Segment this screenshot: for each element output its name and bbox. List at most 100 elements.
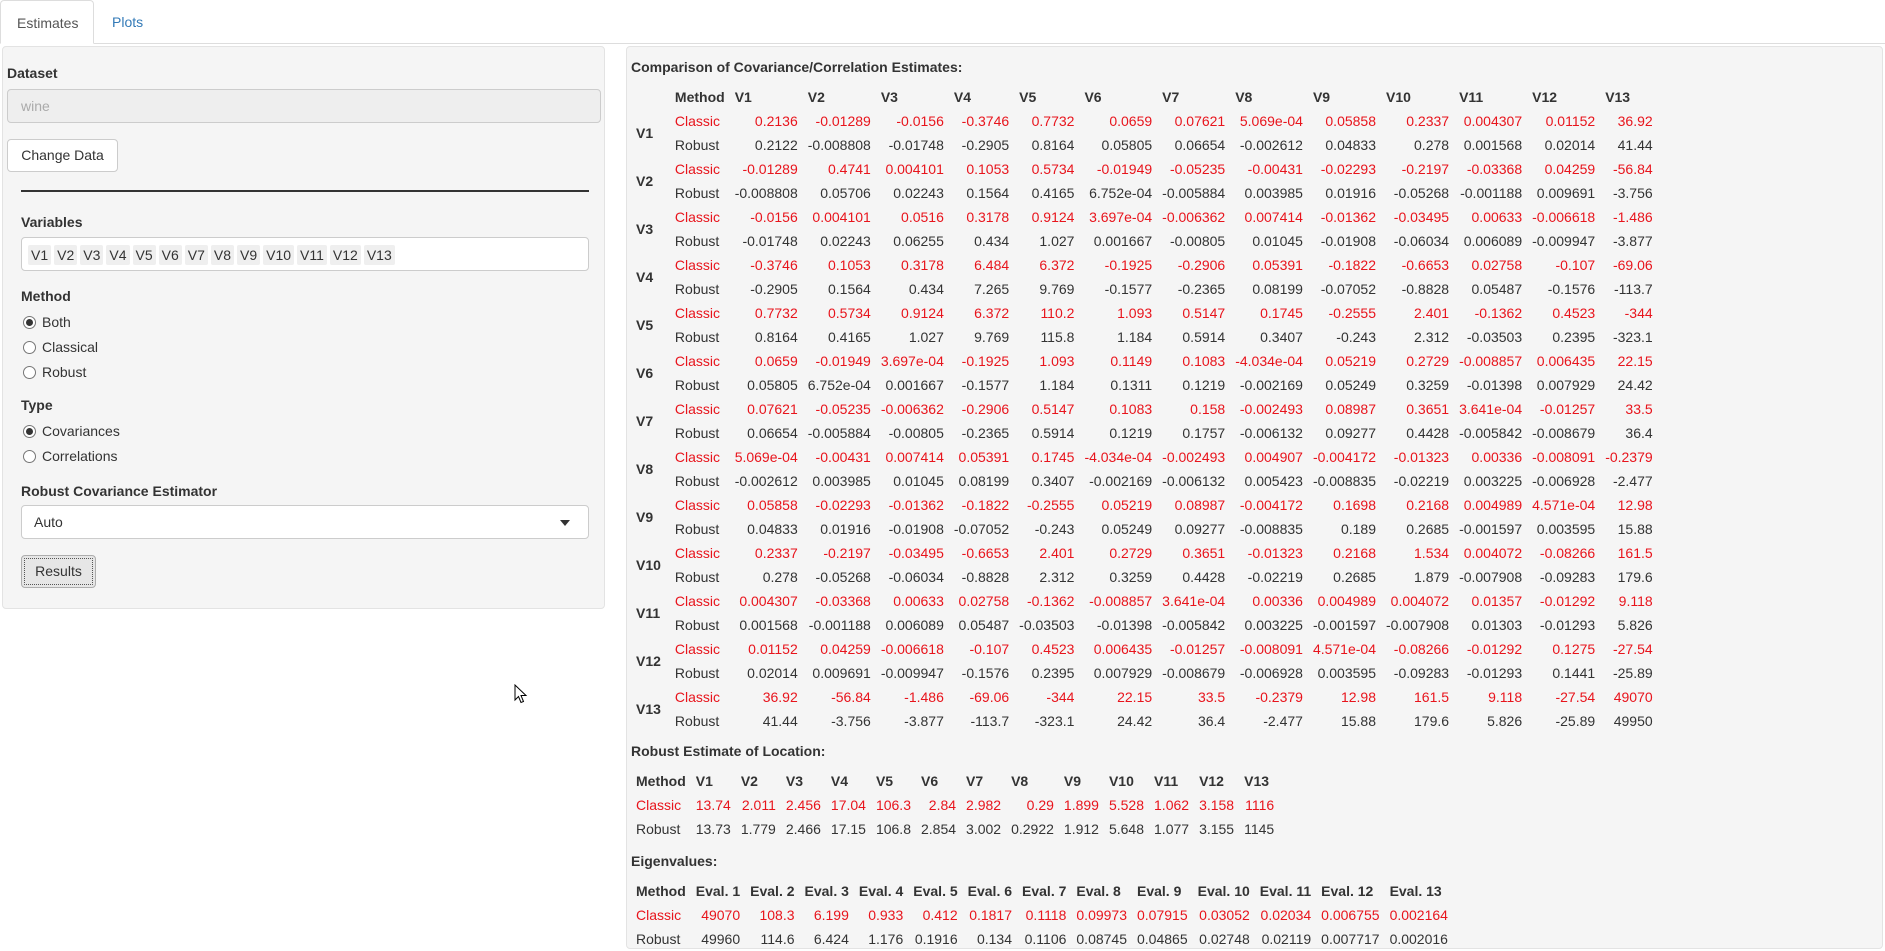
- value-cell: 0.04833: [1325, 137, 1376, 153]
- radio-button[interactable]: [23, 365, 36, 379]
- radio-button[interactable]: [23, 340, 36, 354]
- value-cell: -0.02219: [1393, 473, 1450, 489]
- tab-bar: Estimates Plots: [0, 0, 1885, 44]
- value-cell: 0.278: [762, 569, 798, 585]
- column-header: V5: [1019, 89, 1037, 105]
- variable-chip[interactable]: V5: [132, 245, 156, 265]
- variable-chip[interactable]: V12: [329, 245, 361, 265]
- value-cell: 1.779: [740, 821, 776, 837]
- variables-selector[interactable]: V1 V2 V3 V4 V5 V6 V7 V8 V9 V10 V11 V12 V13: [21, 237, 589, 271]
- value-cell: -0.01908: [888, 521, 944, 537]
- tab-estimates[interactable]: Estimates: [0, 0, 94, 44]
- value-cell: -0.2379: [1605, 449, 1653, 465]
- method-cell: Robust: [674, 713, 720, 729]
- value-cell: 0.1083: [1109, 401, 1153, 417]
- table-row: V8 Classic 5.069e-04 -0.00431 0.007414 0.0539…: [631, 445, 1658, 477]
- value-cell: 0.1219: [1182, 377, 1226, 393]
- value-cell: -0.001597: [1312, 617, 1376, 633]
- value-cell: 7.265: [974, 281, 1010, 297]
- type-option-correlations[interactable]: Correlations: [23, 447, 117, 465]
- value-cell: -56.84: [1612, 161, 1653, 177]
- value-cell: -0.008808: [807, 137, 871, 153]
- value-cell: 5.648: [1108, 821, 1145, 837]
- value-cell: -0.243: [1336, 329, 1376, 345]
- variable-label: V9: [636, 509, 654, 525]
- method-cell: Classic: [674, 497, 721, 513]
- chevron-down-icon[interactable]: [560, 520, 570, 526]
- value-cell: -0.006928: [1532, 473, 1596, 489]
- table-row: V4 Classic -0.3746 0.1053 0.3178 6.484 6.372 -0…: [631, 253, 1658, 285]
- variable-chip[interactable]: V10: [263, 245, 295, 265]
- method-cell: Robust: [674, 233, 720, 249]
- value-cell: 0.00633: [1471, 209, 1523, 225]
- variable-chip[interactable]: V11: [297, 245, 327, 265]
- change-data-button[interactable]: Change Data: [7, 139, 118, 172]
- value-cell: 0.04259: [1544, 161, 1596, 177]
- method-cell: Robust: [674, 329, 720, 345]
- value-cell: 0.006089: [885, 617, 944, 633]
- value-cell: -0.006618: [880, 641, 944, 657]
- value-cell: -0.00431: [815, 449, 871, 465]
- value-cell: 0.02758: [958, 593, 1010, 609]
- column-header: V13: [1244, 773, 1270, 789]
- value-cell: -3.877: [904, 713, 944, 729]
- value-cell: -0.01257: [1169, 641, 1226, 657]
- dataset-field[interactable]: wine: [7, 89, 601, 123]
- value-cell: 0.1219: [1109, 425, 1153, 441]
- value-cell: -27.54: [1612, 641, 1653, 657]
- mouse-cursor-icon: [514, 684, 528, 704]
- value-cell: -0.002493: [1239, 401, 1303, 417]
- location-heading: Robust Estimate of Location:: [631, 743, 826, 759]
- method-option-robust[interactable]: Robust: [23, 363, 86, 381]
- value-cell: 0.001667: [885, 377, 944, 393]
- radio-button[interactable]: [23, 315, 36, 329]
- variable-chip[interactable]: V6: [158, 245, 182, 265]
- tab-plots[interactable]: Plots: [112, 14, 144, 30]
- variable-chip[interactable]: V4: [106, 245, 130, 265]
- value-cell: 0.189: [1340, 521, 1376, 537]
- variable-chip[interactable]: V9: [237, 245, 261, 265]
- table-row: V2 Classic -0.01289 0.4741 0.004101 0.1053 0.5…: [631, 157, 1658, 189]
- column-header: Method: [674, 89, 725, 105]
- value-cell: -0.005842: [1459, 425, 1523, 441]
- value-cell: -0.03495: [888, 545, 944, 561]
- variable-chip[interactable]: V2: [54, 245, 78, 265]
- value-cell: 1.184: [1039, 377, 1075, 393]
- value-cell: 0.007929: [1536, 377, 1596, 393]
- value-cell: 0.009691: [812, 665, 871, 681]
- variable-chip[interactable]: V1: [28, 245, 52, 265]
- variable-chip[interactable]: V8: [210, 245, 234, 265]
- estimator-select[interactable]: Auto: [21, 505, 589, 539]
- method-cell: Classic: [674, 401, 721, 417]
- value-cell: -0.1362: [1474, 305, 1523, 321]
- value-cell: -113.7: [1614, 281, 1653, 297]
- radio-button[interactable]: [23, 449, 36, 463]
- value-cell: -0.2555: [1328, 305, 1376, 321]
- value-cell: 2.312: [1039, 569, 1075, 585]
- value-cell: -0.07052: [1320, 281, 1376, 297]
- results-button[interactable]: Results: [21, 555, 96, 588]
- value-cell: -0.01362: [888, 497, 944, 513]
- column-header: V9: [1312, 89, 1331, 105]
- value-cell: -0.001188: [808, 617, 871, 633]
- value-cell: 2.854: [921, 821, 957, 837]
- variable-chip[interactable]: V3: [80, 245, 104, 265]
- value-cell: 1.176: [868, 931, 904, 947]
- value-cell: 0.3651: [1406, 401, 1450, 417]
- value-cell: -0.1362: [1026, 593, 1075, 609]
- value-cell: 0.02243: [820, 233, 871, 249]
- value-cell: 0.006435: [1093, 641, 1153, 657]
- method-option-classical[interactable]: Classical: [23, 338, 98, 356]
- value-cell: 5.069e-04: [1239, 113, 1303, 129]
- value-cell: 2.982: [966, 797, 1002, 813]
- variable-chip[interactable]: V7: [184, 245, 208, 265]
- value-cell: 1.077: [1154, 821, 1190, 837]
- method-option-both[interactable]: Both: [23, 313, 71, 331]
- value-cell: -0.06034: [888, 569, 944, 585]
- variable-chip[interactable]: V13: [363, 245, 395, 265]
- radio-button[interactable]: [23, 424, 36, 438]
- value-cell: 0.1311: [1110, 377, 1153, 393]
- value-cell: 0.05706: [820, 185, 871, 201]
- type-option-covariances[interactable]: Covariances: [23, 422, 120, 440]
- method-cell: Classic: [674, 449, 721, 465]
